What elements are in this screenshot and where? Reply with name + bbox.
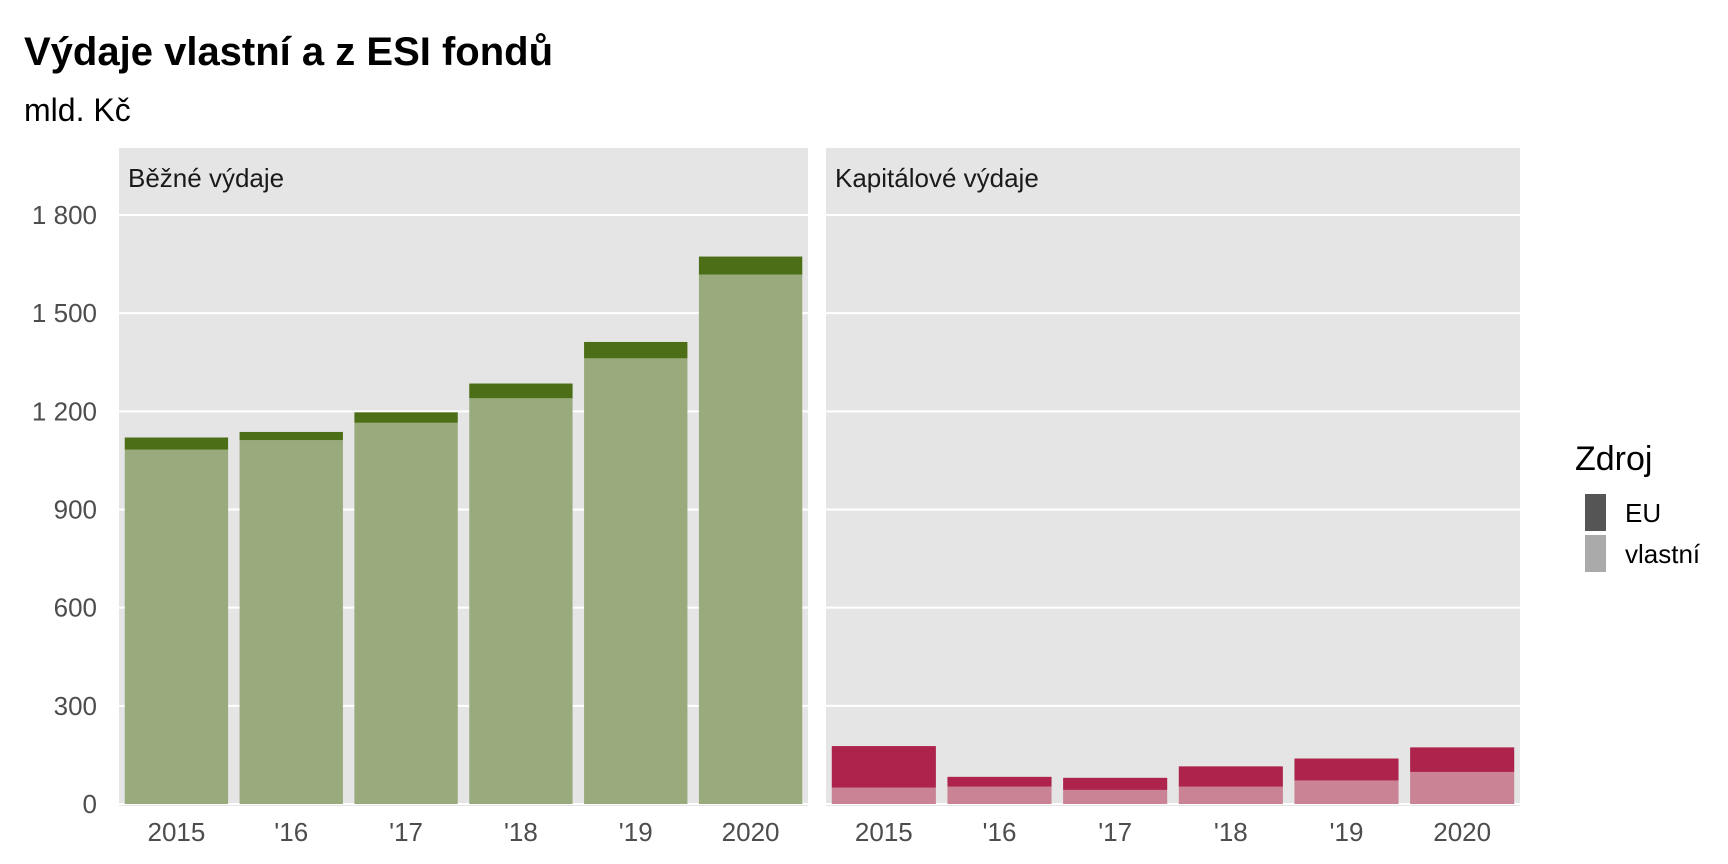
bar-vlastni xyxy=(239,440,343,804)
x-tick-label: '17 xyxy=(389,817,423,847)
y-tick-label: 600 xyxy=(54,593,97,623)
y-tick-label: 1 800 xyxy=(32,200,97,230)
chart-subtitle: mld. Kč xyxy=(24,92,131,128)
x-tick-label: 2020 xyxy=(722,817,780,847)
bar-eu xyxy=(698,256,803,275)
bar-vlastni xyxy=(1294,780,1399,804)
bar-vlastni xyxy=(1178,786,1283,804)
legend-swatch xyxy=(1585,535,1606,572)
bar-vlastni xyxy=(1410,771,1515,804)
bar-vlastni xyxy=(124,449,229,804)
chart-title: Výdaje vlastní a z ESI fondů xyxy=(24,30,554,74)
bar-eu xyxy=(239,431,343,441)
x-tick-label: '18 xyxy=(1214,817,1248,847)
bar-eu xyxy=(584,341,688,359)
y-tick-label: 1 500 xyxy=(32,298,97,328)
x-tick-label: '19 xyxy=(1330,817,1364,847)
bar-eu xyxy=(1178,766,1283,787)
x-tick-label: '16 xyxy=(274,817,308,847)
bar-vlastni xyxy=(1063,789,1168,804)
bar-vlastni xyxy=(354,422,458,804)
bar-eu xyxy=(124,437,229,450)
x-tick-label: 2015 xyxy=(855,817,913,847)
x-tick-label: '18 xyxy=(504,817,538,847)
x-tick-label: 2015 xyxy=(147,817,205,847)
x-tick-label: '19 xyxy=(619,817,653,847)
bar-eu xyxy=(354,412,458,423)
y-tick-label: 0 xyxy=(83,789,97,819)
bar-eu xyxy=(1063,777,1168,790)
y-tick-label: 1 200 xyxy=(32,396,97,426)
legend-label: EU xyxy=(1625,498,1661,528)
panel-background xyxy=(119,148,808,806)
bar-vlastni xyxy=(698,274,803,804)
panel-strip-label: Kapitálové výdaje xyxy=(835,163,1039,193)
bar-eu xyxy=(1294,758,1399,781)
panel-background xyxy=(826,148,1520,806)
x-tick-label: '16 xyxy=(983,817,1017,847)
y-tick-label: 300 xyxy=(54,691,97,721)
bar-vlastni xyxy=(469,398,573,804)
bar-eu xyxy=(947,776,1052,787)
bar-eu xyxy=(831,746,936,788)
y-tick-label: 900 xyxy=(54,495,97,525)
legend-title: Zdroj xyxy=(1575,440,1652,478)
legend-swatch xyxy=(1585,494,1606,531)
bar-vlastni xyxy=(947,786,1052,804)
legend-label: vlastní xyxy=(1625,539,1701,569)
x-tick-label: 2020 xyxy=(1433,817,1491,847)
bar-eu xyxy=(1410,747,1515,772)
bar-eu xyxy=(469,383,573,399)
x-tick-label: '17 xyxy=(1098,817,1132,847)
bar-vlastni xyxy=(584,358,688,804)
bar-vlastni xyxy=(831,787,936,804)
panel-strip-label: Běžné výdaje xyxy=(128,163,284,193)
